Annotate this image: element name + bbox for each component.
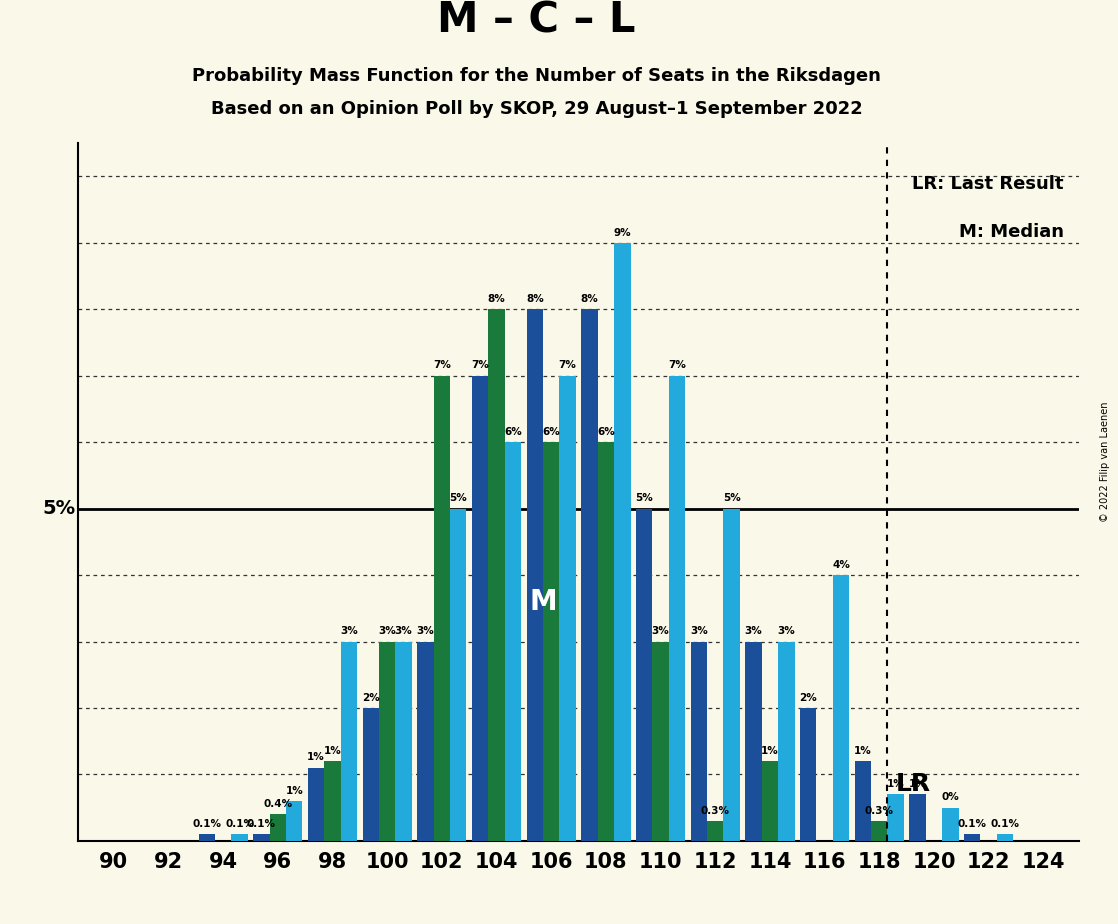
- Bar: [581, 310, 598, 841]
- Text: 1%: 1%: [323, 746, 341, 756]
- Bar: [254, 834, 269, 841]
- Bar: [341, 641, 357, 841]
- Bar: [942, 808, 958, 841]
- Text: 1%: 1%: [854, 746, 872, 756]
- Bar: [746, 641, 761, 841]
- Text: © 2022 Filip van Laenen: © 2022 Filip van Laenen: [1100, 402, 1110, 522]
- Text: 7%: 7%: [471, 360, 489, 371]
- Bar: [909, 795, 926, 841]
- Bar: [669, 376, 685, 841]
- Bar: [379, 641, 396, 841]
- Text: 5%: 5%: [635, 493, 653, 504]
- Text: 6%: 6%: [542, 427, 560, 437]
- Text: 7%: 7%: [433, 360, 451, 371]
- Text: Probability Mass Function for the Number of Seats in the Riksdagen: Probability Mass Function for the Number…: [192, 67, 881, 85]
- Bar: [636, 508, 653, 841]
- Text: 0.4%: 0.4%: [263, 799, 293, 808]
- Text: 3%: 3%: [777, 626, 795, 637]
- Text: LR: Last Result: LR: Last Result: [912, 175, 1064, 192]
- Text: 0.1%: 0.1%: [192, 819, 221, 829]
- Bar: [854, 761, 871, 841]
- Bar: [800, 708, 816, 841]
- Text: 6%: 6%: [597, 427, 615, 437]
- Text: 6%: 6%: [504, 427, 522, 437]
- Text: 0.3%: 0.3%: [701, 806, 730, 816]
- Text: Based on an Opinion Poll by SKOP, 29 August–1 September 2022: Based on an Opinion Poll by SKOP, 29 Aug…: [211, 100, 862, 117]
- Text: 3%: 3%: [378, 626, 396, 637]
- Text: M – C – L: M – C – L: [437, 0, 636, 42]
- Text: 4%: 4%: [832, 560, 850, 570]
- Bar: [543, 443, 559, 841]
- Text: 0.1%: 0.1%: [225, 819, 254, 829]
- Bar: [871, 821, 888, 841]
- Text: 3%: 3%: [340, 626, 358, 637]
- Bar: [559, 376, 576, 841]
- Text: 3%: 3%: [745, 626, 762, 637]
- Bar: [964, 834, 980, 841]
- Bar: [451, 508, 466, 841]
- Text: 1%: 1%: [285, 785, 303, 796]
- Bar: [434, 376, 451, 841]
- Text: 8%: 8%: [487, 294, 505, 304]
- Text: 0.1%: 0.1%: [247, 819, 276, 829]
- Bar: [231, 834, 248, 841]
- Bar: [997, 834, 1013, 841]
- Bar: [307, 768, 324, 841]
- Text: 3%: 3%: [690, 626, 708, 637]
- Text: LR: LR: [896, 772, 931, 796]
- Text: 3%: 3%: [417, 626, 434, 637]
- Bar: [888, 795, 903, 841]
- Bar: [707, 821, 723, 841]
- Text: M: M: [529, 588, 557, 615]
- Text: 5%: 5%: [449, 493, 467, 504]
- Text: 0.1%: 0.1%: [991, 819, 1020, 829]
- Text: 2%: 2%: [799, 693, 817, 702]
- Bar: [417, 641, 434, 841]
- Text: 1%: 1%: [761, 746, 779, 756]
- Bar: [691, 641, 707, 841]
- Bar: [723, 508, 740, 841]
- Bar: [504, 443, 521, 841]
- Text: 3%: 3%: [652, 626, 670, 637]
- Text: 5%: 5%: [42, 499, 76, 518]
- Bar: [833, 575, 850, 841]
- Bar: [472, 376, 489, 841]
- Bar: [362, 708, 379, 841]
- Text: 3%: 3%: [395, 626, 413, 637]
- Text: 1%: 1%: [307, 752, 325, 762]
- Text: 8%: 8%: [580, 294, 598, 304]
- Text: 0.1%: 0.1%: [958, 819, 987, 829]
- Bar: [199, 834, 215, 841]
- Bar: [653, 641, 669, 841]
- Bar: [324, 761, 341, 841]
- Bar: [286, 801, 303, 841]
- Text: 0.3%: 0.3%: [865, 806, 893, 816]
- Bar: [598, 443, 614, 841]
- Text: 9%: 9%: [614, 227, 632, 237]
- Text: 7%: 7%: [669, 360, 686, 371]
- Bar: [527, 310, 543, 841]
- Text: M: Median: M: Median: [959, 224, 1064, 241]
- Bar: [761, 761, 778, 841]
- Bar: [269, 814, 286, 841]
- Text: 1%: 1%: [909, 779, 927, 789]
- Bar: [489, 310, 504, 841]
- Bar: [778, 641, 795, 841]
- Text: 1%: 1%: [887, 779, 904, 789]
- Text: 5%: 5%: [723, 493, 740, 504]
- Text: 2%: 2%: [362, 693, 380, 702]
- Text: 7%: 7%: [559, 360, 577, 371]
- Bar: [396, 641, 411, 841]
- Bar: [614, 243, 631, 841]
- Text: 8%: 8%: [525, 294, 543, 304]
- Text: 0%: 0%: [941, 792, 959, 802]
